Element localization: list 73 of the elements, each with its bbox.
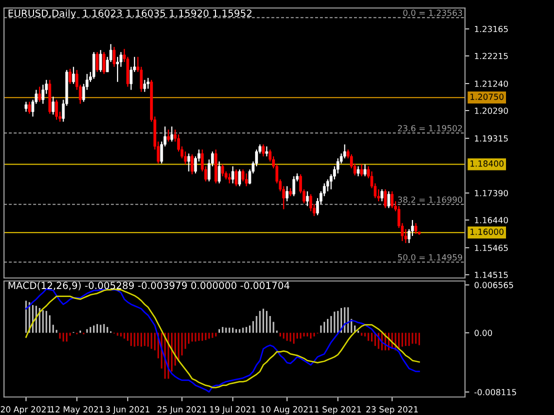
y-tick-label: 1.16440 <box>474 217 508 224</box>
candlestick <box>242 168 244 182</box>
candlestick <box>184 150 187 165</box>
ref-line-label: 1.20750 <box>470 94 504 100</box>
candlestick <box>390 190 394 209</box>
candlestick <box>52 96 55 116</box>
x-tick-label: 12 May 2021 <box>50 406 104 414</box>
candlestick <box>55 99 58 120</box>
candlestick <box>99 50 102 72</box>
candlestick <box>92 52 96 80</box>
candlestick <box>360 164 364 177</box>
candlestick <box>170 126 174 142</box>
candlestick <box>102 52 106 74</box>
candlestick <box>234 168 238 187</box>
candlestick <box>238 168 241 187</box>
y-tick-label: 0.00 <box>474 330 492 336</box>
y-tick-label: -0.008115 <box>474 388 516 396</box>
candlestick <box>309 194 312 212</box>
candlestick <box>190 154 194 175</box>
candlestick <box>116 56 119 82</box>
y-tick-label: 1.23165 <box>474 26 508 32</box>
candlestick <box>384 188 387 209</box>
candlestick <box>112 46 116 68</box>
x-tick-label: 23 Sep 2021 <box>366 406 418 414</box>
candlestick <box>231 166 234 184</box>
x-tick-label: 1 Sep 2021 <box>315 406 361 414</box>
x-tick-label: 3 Jun 2021 <box>106 406 150 414</box>
ref-line-label: 23.6 = 1.19502 <box>398 125 462 132</box>
candlestick <box>72 66 75 84</box>
candlestick <box>228 172 231 184</box>
candlestick <box>286 186 288 202</box>
candlestick <box>326 178 330 192</box>
candlestick <box>96 52 99 72</box>
ref-line-label: 1.18400 <box>470 160 504 167</box>
y-tick-label: 1.17390 <box>474 190 508 196</box>
candlestick <box>387 190 390 209</box>
x-tick-label: 25 Jun 2021 <box>158 406 206 414</box>
chart-title: MACD(12,26,9) -0.005289 -0.003979 0.000000 -0.001704 <box>8 282 290 290</box>
y-tick-label: 1.19315 <box>474 135 508 142</box>
x-tick-label: 20 Apr 2021 <box>0 406 52 414</box>
y-tick-label: 1.21240 <box>474 80 508 87</box>
ref-line-label: 0.0 = 1.23563 <box>403 10 462 16</box>
ref-line-label: 1.16000 <box>470 228 504 235</box>
candlestick <box>167 129 170 142</box>
candlestick <box>414 222 418 234</box>
y-tick-label: 1.15465 <box>474 244 508 252</box>
candlestick <box>38 86 41 102</box>
candlestick <box>262 144 265 157</box>
y-tick-label: 1.14515 <box>474 272 508 278</box>
candlestick <box>221 164 224 177</box>
candlestick <box>265 146 268 157</box>
x-tick-label: 19 Jul 2021 <box>210 406 256 414</box>
candlestick <box>187 152 190 172</box>
candlestick <box>364 164 366 177</box>
candlestick <box>292 176 296 197</box>
ref-line-label: 38.2 = 1.16990 <box>398 196 462 203</box>
chart-title: EURUSD,Daily 1.16023 1.16035 1.15920 1.15952 <box>8 9 252 19</box>
ref-line-label: 50.0 = 1.14959 <box>398 254 462 260</box>
y-tick-label: 1.22215 <box>474 52 508 60</box>
candlestick <box>28 101 31 114</box>
candlestick <box>24 101 28 112</box>
candlestick <box>146 77 150 90</box>
x-tick-label: 10 Aug 2021 <box>261 406 313 414</box>
candlestick <box>356 166 360 177</box>
candlestick <box>306 190 309 207</box>
candlestick <box>218 160 221 184</box>
candlestick <box>380 188 384 202</box>
candlestick <box>68 68 72 84</box>
candlestick <box>42 84 44 104</box>
candlestick <box>244 172 248 187</box>
candlestick <box>143 79 146 92</box>
y-tick-label: 1.20290 <box>474 108 508 114</box>
y-tick-label: 0.006565 <box>474 282 514 288</box>
